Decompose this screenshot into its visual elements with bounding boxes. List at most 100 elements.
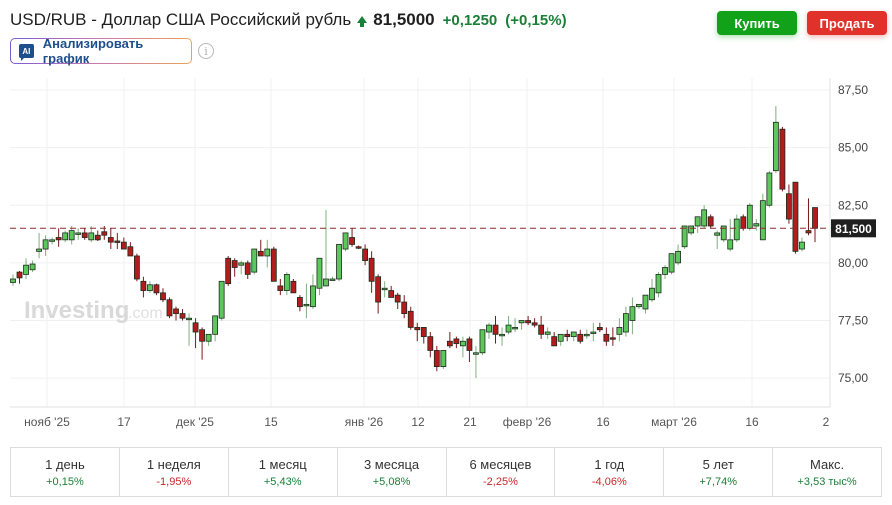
candle (727, 219, 734, 252)
candle (310, 274, 316, 309)
candle (473, 345, 479, 379)
period-cell[interactable]: 1 месяц +5,43% (229, 448, 338, 496)
candle (114, 232, 121, 250)
analyze-chart-button[interactable]: AI Анализировать график (10, 36, 192, 66)
candle (407, 306, 414, 330)
x-tick-label: 15 (264, 415, 278, 429)
candle (264, 239, 271, 268)
candle (453, 336, 460, 349)
candle (186, 313, 192, 346)
candle (675, 244, 681, 266)
candle (127, 242, 134, 257)
candle (544, 327, 551, 339)
x-tick-label: март '26 (651, 415, 697, 429)
period-cell[interactable]: 6 месяцев -2,25% (447, 448, 556, 496)
period-label: Макс. (809, 456, 845, 472)
candle (714, 230, 721, 250)
candle (166, 297, 173, 319)
info-icon[interactable]: i (198, 43, 214, 59)
candle (655, 272, 662, 298)
watermark-suffix: .com (128, 305, 163, 322)
candle (355, 245, 362, 250)
candle (323, 209, 329, 287)
price-change-percent: (+0,15%) (505, 11, 567, 29)
candle (420, 327, 427, 344)
candle (303, 283, 310, 319)
candle (812, 207, 818, 243)
candle (283, 272, 290, 296)
candle (244, 260, 251, 280)
candle (375, 274, 382, 314)
candle (16, 270, 23, 284)
candle (616, 318, 623, 342)
candle (433, 345, 440, 372)
y-tick-label: 77,50 (838, 314, 868, 328)
candle (42, 235, 49, 256)
candle (603, 327, 610, 346)
candlestick-chart[interactable]: 87,50 85,00 82,50 80,00 77,50 75,00 нояб '25 17… (0, 72, 892, 432)
candle (120, 237, 127, 250)
candle (173, 306, 179, 321)
period-cell[interactable]: Макс. +3,53 тыс% (773, 448, 881, 496)
candle (460, 336, 466, 358)
candle (29, 260, 36, 273)
candle (668, 253, 675, 275)
candle (160, 288, 166, 303)
candle (251, 248, 258, 275)
candle (596, 322, 603, 333)
period-change: -4,06% (591, 475, 627, 488)
arrow-up-icon (357, 15, 368, 27)
candle (479, 329, 486, 356)
period-cell[interactable]: 1 неделя -1,95% (120, 448, 229, 496)
period-change: +5,08% (372, 475, 411, 488)
candle (414, 322, 421, 342)
candle (10, 274, 16, 286)
candle (23, 258, 29, 280)
y-tick-label: 75,00 (838, 371, 868, 385)
candle (792, 181, 799, 254)
candle (75, 228, 82, 240)
period-change: +3,53 тыс% (797, 475, 857, 488)
period-change: -1,95% (156, 475, 192, 488)
candle (564, 329, 571, 342)
candle (538, 315, 545, 339)
last-price: 81,5000 (373, 10, 435, 29)
period-cell[interactable]: 3 месяца +5,08% (338, 448, 447, 496)
sell-button[interactable]: Продать (807, 11, 887, 35)
period-cell[interactable]: 1 год -4,06% (555, 448, 665, 496)
candle (649, 279, 655, 303)
candle (557, 333, 564, 346)
candle (636, 303, 642, 309)
candle (786, 184, 792, 224)
buy-button[interactable]: Купить (717, 11, 797, 35)
candle (296, 295, 303, 312)
candle (238, 260, 245, 275)
candle (336, 244, 342, 282)
candle (218, 280, 225, 321)
candle (231, 258, 238, 277)
candle (140, 276, 147, 298)
x-tick-label: февр '26 (503, 415, 552, 429)
candle (525, 315, 532, 326)
candle (681, 225, 688, 250)
period-change: +7,74% (699, 475, 737, 488)
candle (270, 246, 277, 282)
candle (36, 232, 42, 259)
y-tick-label: 82,50 (838, 198, 868, 212)
candle (199, 327, 205, 360)
candle (799, 237, 805, 252)
candle (766, 170, 773, 208)
x-tick-label: янв '26 (345, 415, 384, 429)
candle (446, 332, 453, 349)
period-cell[interactable]: 1 день +0,15% (11, 448, 120, 496)
candle (349, 228, 355, 247)
candle (707, 214, 714, 229)
ai-chat-icon: AI (19, 44, 34, 61)
candle (62, 230, 69, 243)
candle (577, 329, 584, 344)
period-cell[interactable]: 5 лет +7,74% (664, 448, 774, 496)
period-label: 5 лет (702, 456, 734, 472)
watermark-logo: Investing (24, 297, 129, 324)
candle (94, 230, 101, 241)
candle (440, 350, 447, 369)
